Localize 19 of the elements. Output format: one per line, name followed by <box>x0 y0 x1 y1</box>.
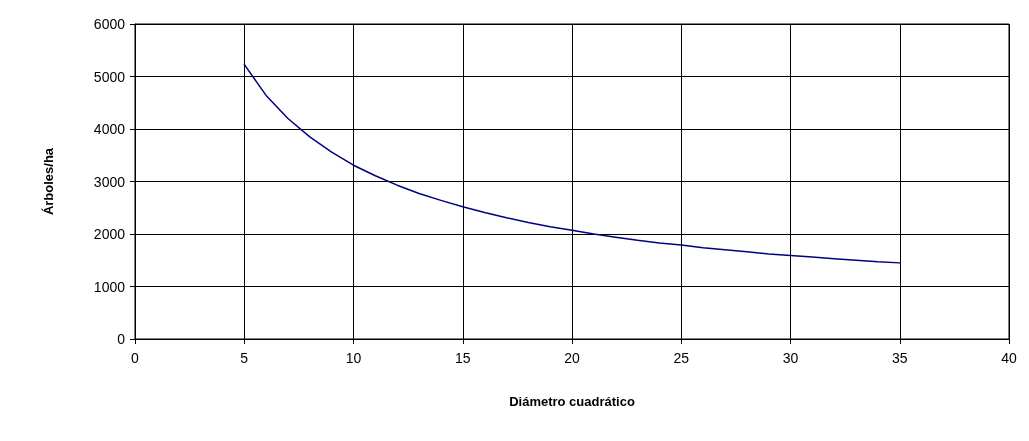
y-tick-label: 2000 <box>93 226 126 242</box>
y-tick-label: 5000 <box>93 68 126 85</box>
x-tick-label: 10 <box>345 350 362 366</box>
x-tick-label: 40 <box>1001 350 1017 366</box>
y-tick-label: 6000 <box>93 16 126 32</box>
y-tick-label: 1000 <box>93 278 126 295</box>
y-tick-label: 3000 <box>93 173 126 190</box>
y-tick-label: 0 <box>117 331 126 347</box>
y-tick-label: 4000 <box>93 121 126 137</box>
x-tick-label: 5 <box>240 350 249 366</box>
y-axis-title: Árboles/ha <box>41 147 56 216</box>
line-series <box>243 63 901 264</box>
x-tick-label: 15 <box>454 350 471 366</box>
x-tick-label: 0 <box>131 350 140 366</box>
x-tick-label: 20 <box>564 350 580 366</box>
x-tick-label: 25 <box>673 350 690 366</box>
x-axis-title: Diámetro cuadrático <box>509 394 635 409</box>
x-tick-label: 30 <box>782 350 799 366</box>
x-tick-label: 35 <box>891 350 908 366</box>
